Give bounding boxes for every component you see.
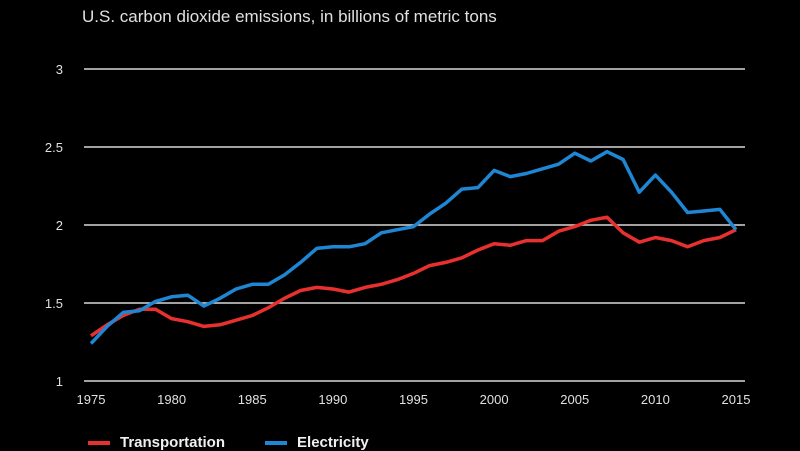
x-tick-label: 2010 bbox=[641, 392, 670, 407]
x-tick-label: 1985 bbox=[238, 392, 267, 407]
x-tick-label: 2015 bbox=[722, 392, 751, 407]
chart-title-cropped: ˈ bbox=[96, 0, 103, 10]
x-tick-label: 2000 bbox=[480, 392, 509, 407]
legend-label-transportation: Transportation bbox=[120, 434, 226, 451]
y-tick-label: 2 bbox=[56, 218, 63, 233]
legend: Transportation Electricity bbox=[88, 434, 409, 451]
y-axis-ticks: 1 1.5 2 2.5 3 bbox=[45, 62, 63, 389]
legend-swatch-transportation bbox=[88, 440, 110, 445]
x-tick-label: 1995 bbox=[399, 392, 428, 407]
x-tick-label: 2005 bbox=[560, 392, 589, 407]
x-tick-label: 1990 bbox=[318, 392, 347, 407]
series-line-transportation bbox=[90, 215, 737, 338]
legend-swatch-electricity bbox=[265, 440, 288, 445]
series-line-electricity bbox=[89, 149, 738, 345]
y-tick-label: 2.5 bbox=[45, 140, 63, 155]
series-lines bbox=[89, 149, 738, 345]
x-tick-label: 1980 bbox=[157, 392, 186, 407]
legend-item-transportation: Transportation bbox=[88, 434, 225, 451]
chart-subtitle: U.S. carbon dioxide emissions, in billio… bbox=[82, 7, 497, 26]
legend-label-electricity: Electricity bbox=[297, 434, 369, 451]
y-tick-label: 1.5 bbox=[45, 296, 63, 311]
legend-item-electricity: Electricity bbox=[265, 434, 369, 451]
x-tick-label: 1975 bbox=[77, 392, 106, 407]
y-tick-label: 1 bbox=[56, 374, 63, 389]
y-tick-label: 3 bbox=[56, 62, 63, 77]
x-axis-ticks: 1975 1980 1985 1990 1995 2000 2005 2010 2015 bbox=[77, 392, 751, 407]
